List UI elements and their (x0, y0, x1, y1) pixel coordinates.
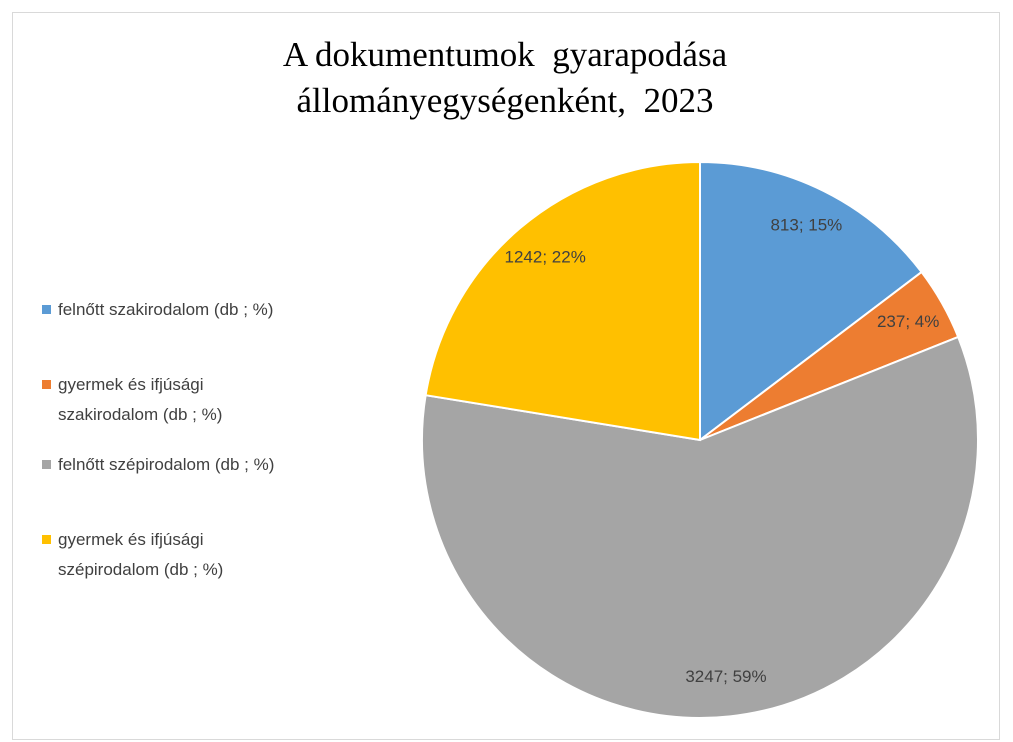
legend-item: felnőtt szakirodalom (db ; %) (42, 295, 302, 325)
legend-swatch (42, 380, 51, 389)
chart-frame (12, 12, 1000, 740)
legend-item: gyermek és ifjúsági szakirodalom (db ; %… (42, 370, 302, 430)
legend-label: gyermek és ifjúsági szépirodalom (db ; %… (58, 530, 224, 579)
legend-label: felnőtt szakirodalom (db ; %) (58, 300, 274, 319)
pie-slice (421, 335, 979, 719)
chart-title: A dokumentumok gyarapodása állományegysé… (282, 35, 736, 120)
data-label: 3247; 59% (685, 667, 766, 686)
legend-swatch (42, 460, 51, 469)
data-label: 237; 4% (877, 312, 939, 331)
data-label: 813; 15% (770, 215, 842, 234)
legend: felnőtt szakirodalom (db ; %) gyermek és … (42, 295, 302, 605)
pie-slice (699, 160, 923, 443)
legend-swatch (42, 535, 51, 544)
legend-item: felnőtt szépirodalom (db ; %) (42, 450, 302, 480)
data-label: 1242; 22% (505, 247, 586, 266)
legend-label: gyermek és ifjúsági szakirodalom (db ; %… (58, 375, 223, 424)
pie-slice (424, 160, 701, 442)
legend-label: felnőtt szépirodalom (db ; %) (58, 455, 275, 474)
legend-swatch (42, 305, 51, 314)
legend-item: gyermek és ifjúsági szépirodalom (db ; %… (42, 525, 302, 585)
